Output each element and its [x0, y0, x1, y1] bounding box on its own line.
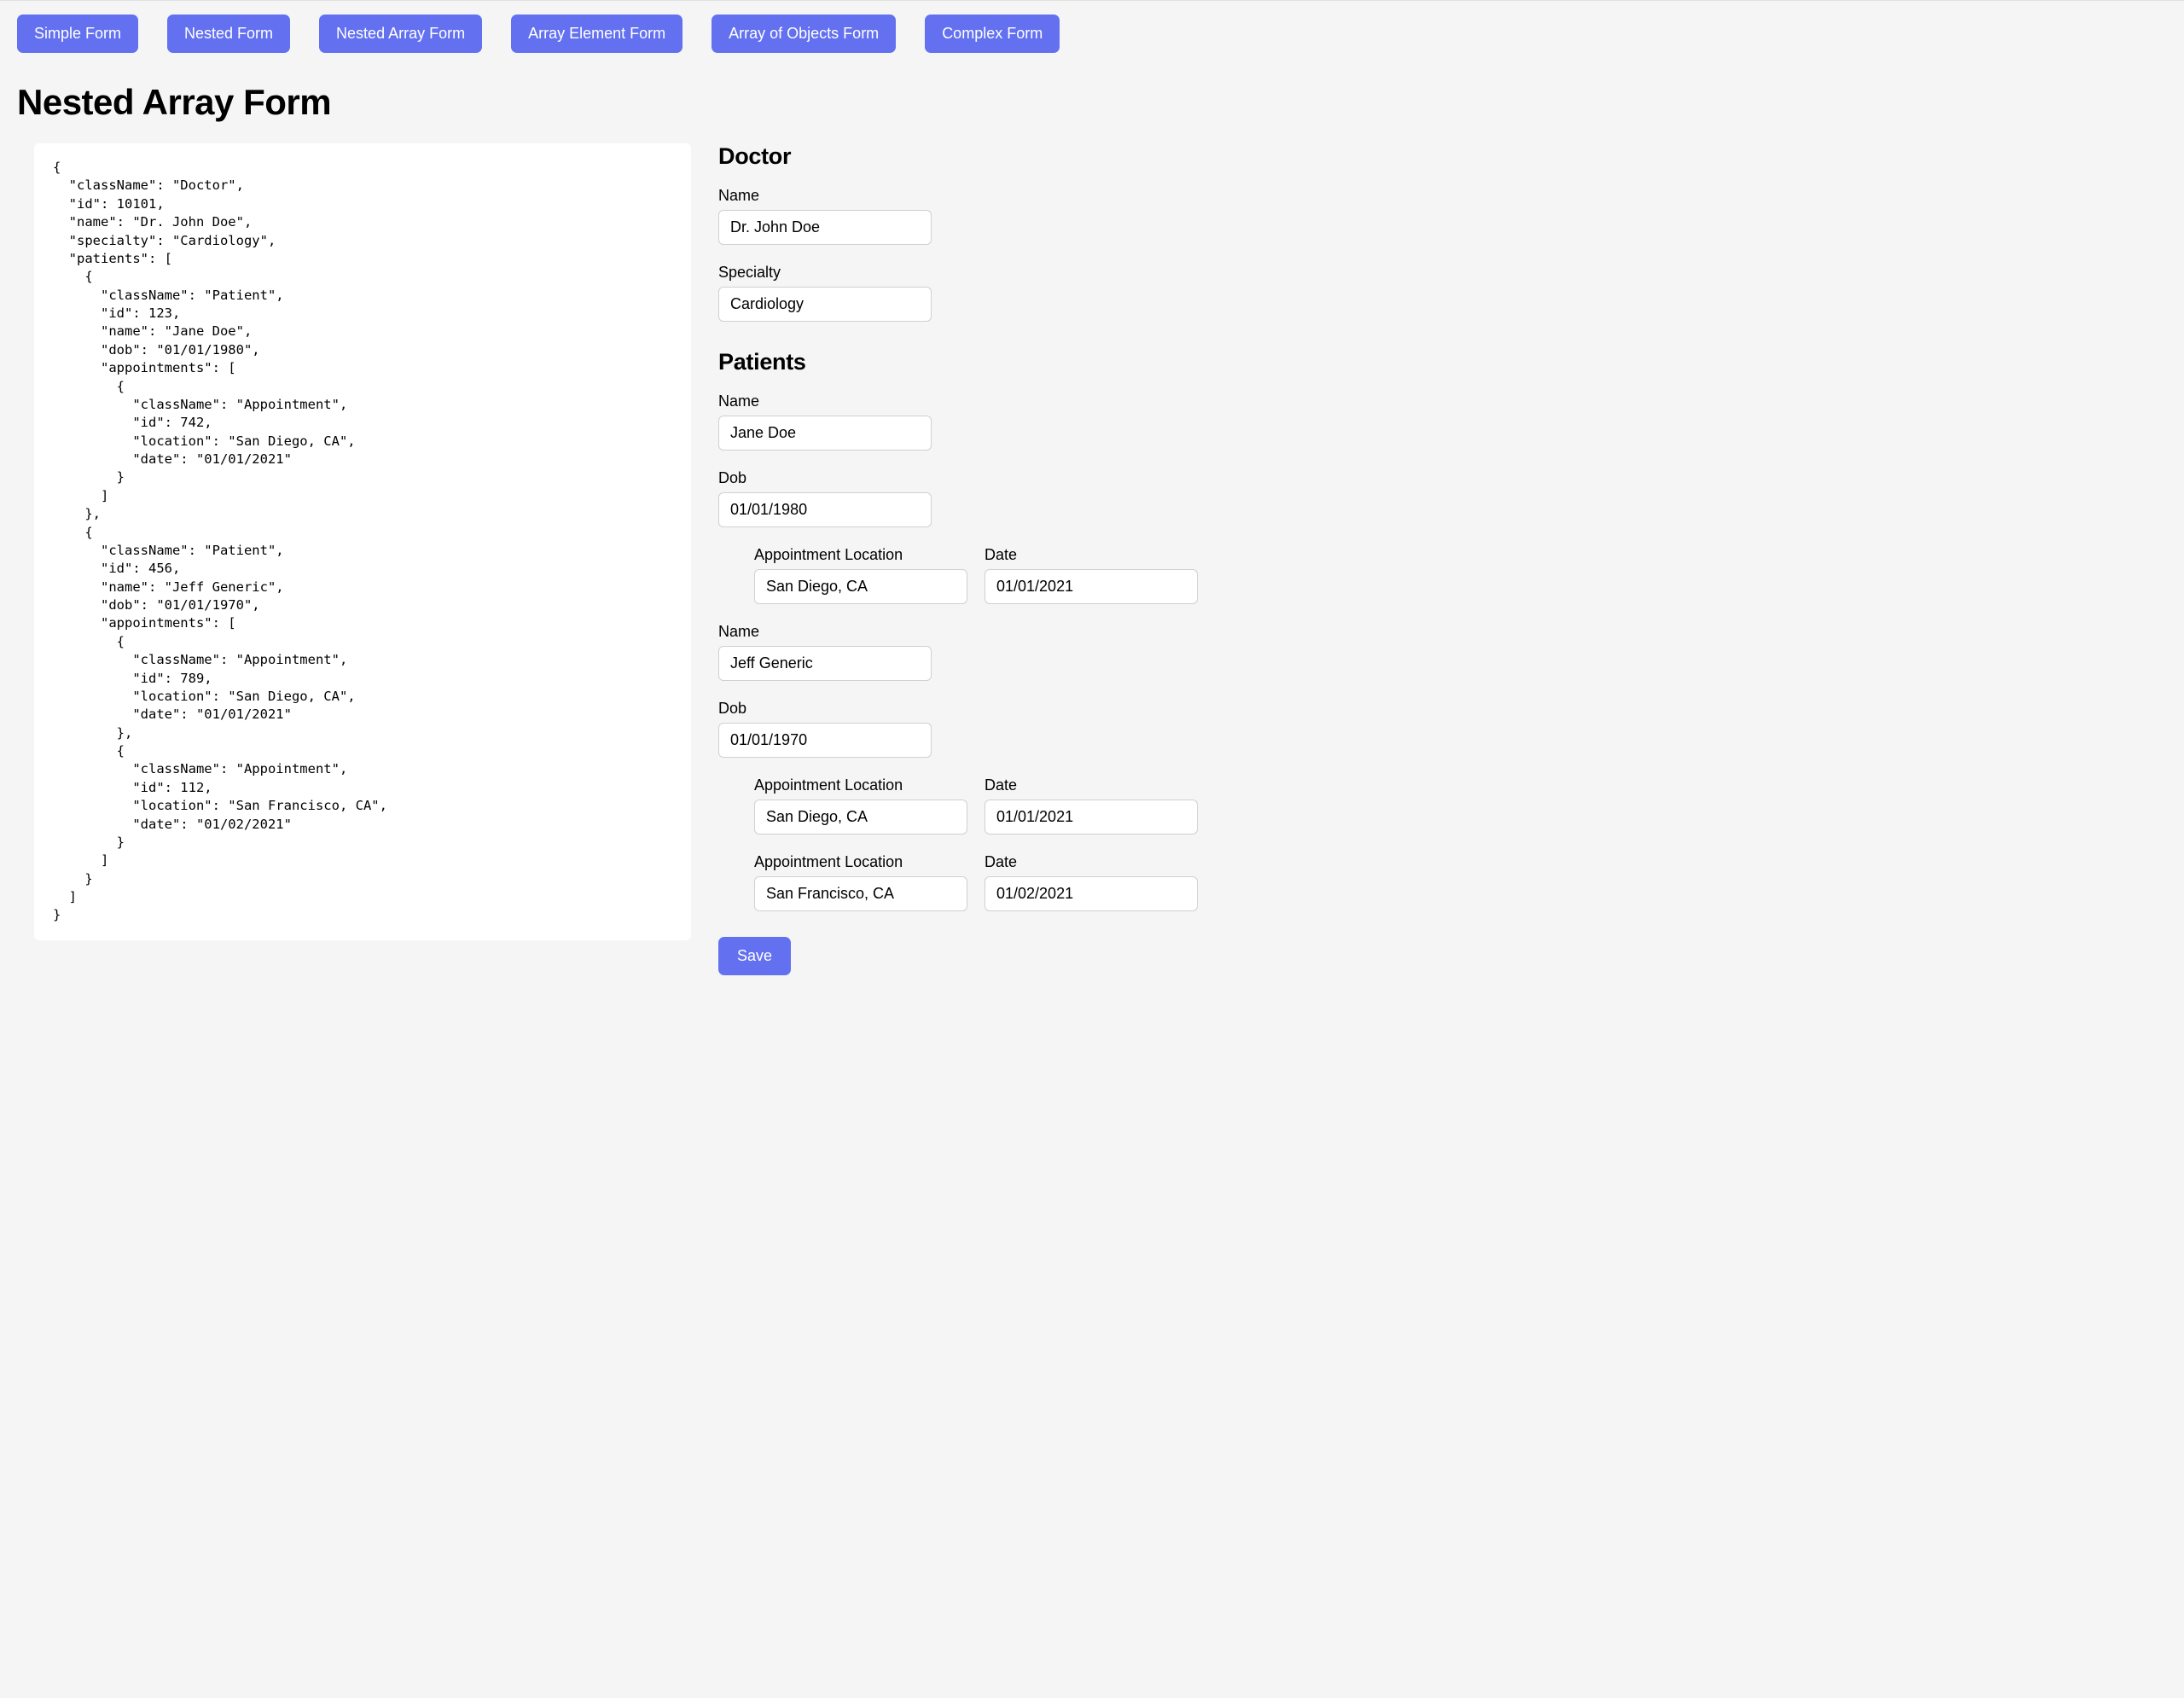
- appointment-row: Appointment Location Date: [718, 776, 2150, 834]
- patient-dob-field: Dob: [718, 469, 2150, 527]
- patient-name-label: Name: [718, 393, 2150, 410]
- patient-name-input[interactable]: [718, 416, 932, 451]
- tab-array-of-objects-form[interactable]: Array of Objects Form: [712, 15, 896, 53]
- json-code: { "className": "Doctor", "id": 10101, "n…: [53, 159, 672, 925]
- appointment-date-label: Date: [985, 853, 1198, 871]
- appointment-location-input[interactable]: [754, 569, 967, 604]
- appointment-date-input[interactable]: [985, 876, 1198, 911]
- appointment-location-input[interactable]: [754, 876, 967, 911]
- patient-name-field: Name: [718, 393, 2150, 451]
- patient-name-field: Name: [718, 623, 2150, 681]
- doctor-heading: Doctor: [718, 143, 2150, 170]
- content: { "className": "Doctor", "id": 10101, "n…: [0, 143, 2184, 1009]
- doctor-specialty-input[interactable]: [718, 287, 932, 322]
- patients-heading: Patients: [718, 349, 2150, 375]
- doctor-name-input[interactable]: [718, 210, 932, 245]
- doctor-specialty-field: Specialty: [718, 264, 2150, 322]
- patient-name-label: Name: [718, 623, 2150, 641]
- appointment-date-label: Date: [985, 776, 1198, 794]
- patient-dob-label: Dob: [718, 469, 2150, 487]
- page-title: Nested Array Form: [0, 67, 2184, 143]
- patient-name-input[interactable]: [718, 646, 932, 681]
- doctor-name-label: Name: [718, 187, 2150, 205]
- nav-tabs: Simple Form Nested Form Nested Array For…: [0, 1, 2184, 67]
- tab-complex-form[interactable]: Complex Form: [925, 15, 1060, 53]
- tab-nested-array-form[interactable]: Nested Array Form: [319, 15, 482, 53]
- json-code-panel: { "className": "Doctor", "id": 10101, "n…: [34, 143, 691, 940]
- tab-simple-form[interactable]: Simple Form: [17, 15, 138, 53]
- doctor-specialty-label: Specialty: [718, 264, 2150, 282]
- tab-array-element-form[interactable]: Array Element Form: [511, 15, 682, 53]
- appointment-location-input[interactable]: [754, 800, 967, 834]
- patient-dob-field: Dob: [718, 700, 2150, 758]
- appointment-row: Appointment Location Date: [718, 853, 2150, 911]
- patient-dob-input[interactable]: [718, 723, 932, 758]
- appointment-row: Appointment Location Date: [718, 546, 2150, 604]
- appointment-location-label: Appointment Location: [754, 776, 967, 794]
- appointment-date-input[interactable]: [985, 800, 1198, 834]
- appointment-location-label: Appointment Location: [754, 853, 967, 871]
- tab-nested-form[interactable]: Nested Form: [167, 15, 290, 53]
- appointment-location-label: Appointment Location: [754, 546, 967, 564]
- appointment-date-label: Date: [985, 546, 1198, 564]
- form-panel: Doctor Name Specialty Patients Name Dob …: [718, 143, 2150, 975]
- doctor-name-field: Name: [718, 187, 2150, 245]
- patient-dob-label: Dob: [718, 700, 2150, 718]
- patient-dob-input[interactable]: [718, 492, 932, 527]
- save-button[interactable]: Save: [718, 937, 791, 975]
- appointment-date-input[interactable]: [985, 569, 1198, 604]
